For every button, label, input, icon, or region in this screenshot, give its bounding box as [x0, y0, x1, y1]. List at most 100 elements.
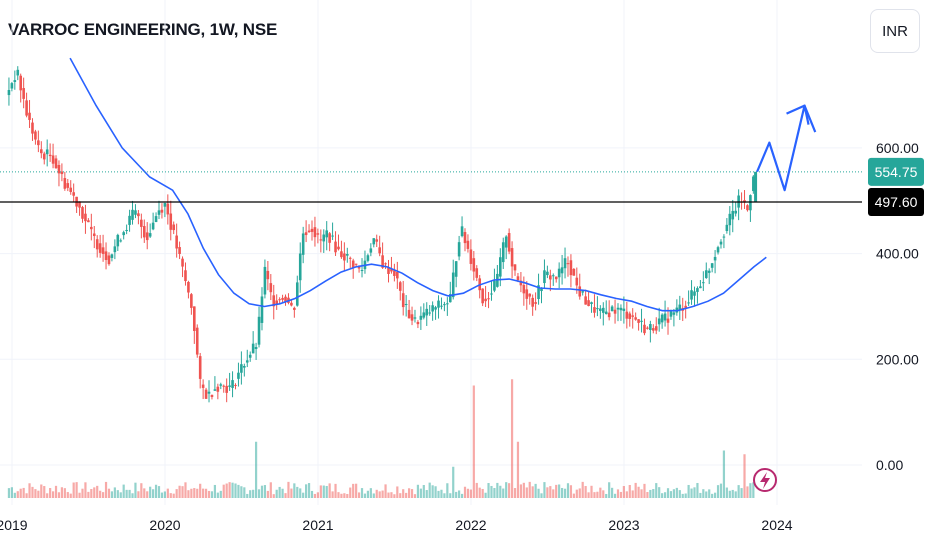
candle-body [140, 219, 143, 227]
candle-body [25, 100, 28, 116]
volume-bar [469, 489, 472, 498]
candle-body [104, 251, 108, 260]
volume-bar [19, 488, 22, 498]
candle-body [369, 248, 373, 253]
volume-bar [154, 484, 158, 498]
volume-bar [446, 483, 449, 498]
volume-bar [363, 493, 367, 498]
volume-bar [510, 379, 514, 498]
candle-body [649, 324, 652, 331]
candle-body [537, 285, 540, 300]
candle-body [37, 140, 40, 146]
candle-body [578, 286, 582, 297]
candle-body [669, 311, 673, 317]
volume-bar [246, 493, 249, 498]
volume-bar [578, 488, 581, 498]
volume-bar [207, 490, 211, 498]
candle-body [657, 318, 661, 325]
candle-body [634, 317, 637, 320]
volume-bar [407, 488, 411, 498]
candle-body [484, 298, 487, 302]
volume-bar [137, 491, 140, 498]
volume-bar [101, 492, 105, 498]
candle-body [410, 314, 414, 321]
candle-body [125, 229, 128, 231]
volume-bar [113, 487, 116, 498]
candle-body [575, 277, 579, 286]
volume-bar [640, 489, 643, 498]
candle-body [375, 239, 379, 242]
candle-body [190, 294, 193, 308]
candle-body [660, 314, 664, 323]
candle-body [563, 258, 567, 269]
candle-body [316, 233, 320, 235]
volume-bar [675, 487, 678, 498]
volume-bar [399, 493, 402, 498]
candle-body [272, 295, 276, 307]
volume-bar [522, 482, 525, 498]
volume-bar [658, 487, 661, 498]
volume-bar [231, 482, 234, 498]
projection-arrow[interactable] [756, 104, 817, 192]
candle-body [260, 296, 264, 323]
candle-body [596, 308, 599, 310]
candle-body [599, 308, 602, 311]
volume-bar [187, 490, 190, 498]
volume-bar [305, 484, 308, 498]
chart-title: VARROC ENGINEERING, 1W, NSE [8, 20, 278, 39]
candle-body [84, 213, 87, 222]
candle-body [613, 309, 617, 314]
candle-body [384, 263, 387, 265]
candle-body [148, 233, 152, 237]
candle-body [284, 296, 287, 303]
candle-body [219, 384, 223, 386]
volume-bar [402, 489, 405, 498]
candle-body [201, 384, 205, 388]
candle-body [646, 327, 649, 329]
volume-bar [396, 486, 399, 498]
volume-bar [519, 484, 523, 498]
volume-bar [493, 488, 496, 498]
candle-body [113, 246, 117, 253]
candle-body [48, 154, 52, 157]
currency-button[interactable]: INR [870, 9, 920, 53]
volume-bar [122, 484, 125, 498]
volume-bar [405, 492, 408, 498]
candle-body [281, 297, 284, 300]
candle-body [451, 272, 455, 298]
candle-body [301, 233, 305, 255]
volume-bar [487, 483, 490, 498]
candle-body [131, 209, 134, 220]
volume-bar [128, 489, 131, 498]
volume-bar [678, 490, 681, 498]
candle-body [7, 90, 11, 96]
volume-bar [54, 485, 58, 498]
volume-bar [593, 492, 596, 498]
volume-bar [731, 489, 734, 498]
volume-bar [590, 485, 593, 498]
candle-body [322, 234, 326, 242]
volume-bar [602, 490, 605, 498]
last-candle [754, 171, 758, 203]
volume-bar [384, 484, 387, 498]
candle-body [490, 293, 493, 295]
candle-body [746, 205, 749, 211]
candle-body [413, 317, 417, 319]
candle-body [266, 270, 270, 280]
volume-bar [222, 484, 225, 498]
candle-body [245, 360, 249, 363]
volume-bar [290, 488, 293, 498]
volume-bar [666, 488, 670, 498]
volume-bar [472, 385, 475, 498]
volume-bar [140, 483, 143, 498]
volume-bar [254, 441, 258, 498]
volume-bar [663, 492, 667, 498]
y-axis-label: 200.00 [876, 351, 919, 367]
candle-body [142, 226, 146, 238]
volume-bar [643, 483, 646, 498]
candle-body [137, 213, 140, 217]
volume-bar [669, 491, 673, 498]
candle-body [51, 155, 55, 164]
volume-bar [202, 488, 205, 498]
